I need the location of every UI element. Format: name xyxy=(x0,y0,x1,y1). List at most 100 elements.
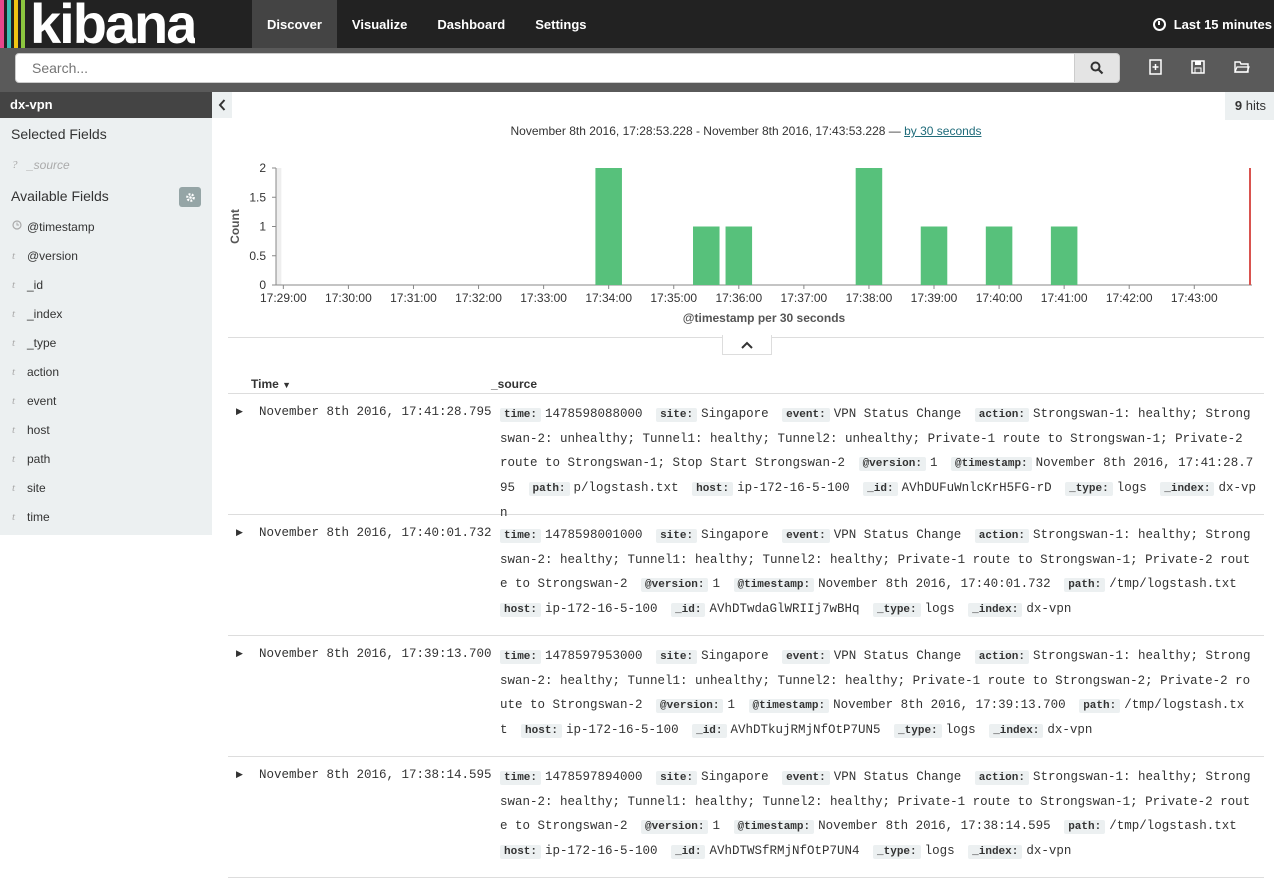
field-index[interactable]: t _index xyxy=(0,300,212,329)
source-field-value: /tmp/logstash.txt xyxy=(500,698,1245,737)
source-field-value: November 8th 2016, 17:38:14.595 xyxy=(818,819,1051,833)
expand-row-icon[interactable]: ▶ xyxy=(236,648,243,658)
histogram-chart[interactable]: 0 0.5 1 1.5 2 Count 17:29:00 17:30:00 17:31:00 17… xyxy=(228,152,1268,332)
source-field-key: time: xyxy=(500,650,542,664)
index-pattern-name[interactable]: dx-vpn xyxy=(0,92,212,118)
chevron-left-icon xyxy=(218,99,226,111)
logo-stripe xyxy=(21,0,25,48)
sort-desc-icon: ▼ xyxy=(282,380,292,390)
source-field-value: ip-172-16-5-100 xyxy=(545,602,658,616)
string-type-icon: t xyxy=(12,337,16,349)
string-type-icon: t xyxy=(12,424,16,436)
field-action[interactable]: t action xyxy=(0,358,212,387)
field-type[interactable]: t _type xyxy=(0,329,212,358)
histogram-bar xyxy=(920,226,948,285)
row-timestamp: November 8th 2016, 17:39:13.700 xyxy=(259,647,492,661)
x-tick-label: 17:43:00 xyxy=(1171,291,1218,305)
y-axis-label: Count xyxy=(228,209,242,244)
field-name: site xyxy=(27,481,46,495)
source-field-value: Singapore xyxy=(701,770,769,784)
source-field-key: _index: xyxy=(989,724,1044,738)
source-field-key: path: xyxy=(528,482,570,496)
time-column-header[interactable]: Time ▼ xyxy=(251,377,291,391)
field-name: path xyxy=(27,452,51,466)
field-id[interactable]: t _id xyxy=(0,271,212,300)
source-field-key: _id: xyxy=(692,724,727,738)
string-type-icon: t xyxy=(12,511,16,523)
search-input[interactable] xyxy=(15,53,1075,83)
field-event[interactable]: t event xyxy=(0,387,212,416)
field-settings-button[interactable] xyxy=(179,187,201,207)
source-field-value: 1478598001000 xyxy=(545,528,643,542)
source-field-key: _type: xyxy=(1065,482,1113,496)
source-field-key: action: xyxy=(974,771,1029,785)
main-nav: Discover Visualize Dashboard Settings xyxy=(252,0,602,48)
y-tick-label: 1.5 xyxy=(249,190,266,204)
source-field-value: VPN Status Change xyxy=(833,649,962,663)
source-field-value: Singapore xyxy=(701,528,769,542)
search-bar xyxy=(0,48,1274,92)
source-field-key: host: xyxy=(500,603,542,617)
field-version[interactable]: t @version xyxy=(0,242,212,271)
sidebar-collapse-button[interactable] xyxy=(212,92,232,118)
partial-bucket-shade xyxy=(276,168,282,285)
x-tick-label: 17:42:00 xyxy=(1106,291,1153,305)
source-field-value: November 8th 2016, 17:40:01.732 xyxy=(818,577,1051,591)
kibana-logo[interactable]: kibana xyxy=(0,0,195,48)
row-source: time: 1478598088000 site: Singapore event:… xyxy=(500,402,1256,525)
source-field-key: event: xyxy=(782,529,830,543)
open-icon[interactable] xyxy=(1234,59,1250,75)
x-axis-label: @timestamp per 30 seconds xyxy=(683,311,846,325)
field-source[interactable]: ? _source xyxy=(0,151,212,180)
field-name: _index xyxy=(27,307,63,321)
row-timestamp: November 8th 2016, 17:41:28.795 xyxy=(259,405,492,419)
histogram-bar xyxy=(855,168,883,285)
histogram-bar xyxy=(595,168,622,285)
selected-fields-list: ? _source xyxy=(0,151,212,180)
expand-row-icon[interactable]: ▶ xyxy=(236,769,243,779)
histogram-bar xyxy=(725,226,753,285)
histogram-bar xyxy=(1050,226,1078,285)
field-host[interactable]: t host xyxy=(0,416,212,445)
source-field-key: @version: xyxy=(656,699,724,713)
save-icon[interactable] xyxy=(1190,59,1206,75)
source-field-key: event: xyxy=(782,771,830,785)
source-field-value: VPN Status Change xyxy=(833,407,962,421)
interval-link[interactable]: by 30 seconds xyxy=(904,124,982,138)
source-field-key: _id: xyxy=(671,845,706,859)
source-field-value: Strongswan-1: healthy; Strongswan-2: unh… xyxy=(500,407,1251,470)
chart-collapse-button[interactable] xyxy=(722,335,772,355)
source-field-value: dx-vpn xyxy=(500,481,1256,520)
source-field-key: @timestamp: xyxy=(951,457,1032,471)
x-tick-label: 17:36:00 xyxy=(715,291,762,305)
new-search-icon[interactable] xyxy=(1148,59,1164,75)
field-timestamp[interactable]: @timestamp xyxy=(0,213,212,242)
available-fields-label: Available Fields xyxy=(11,188,109,204)
search-button[interactable] xyxy=(1074,53,1120,83)
expand-row-icon[interactable]: ▶ xyxy=(236,527,243,537)
table-row: ▶ November 8th 2016, 17:41:28.795 time: 147… xyxy=(228,394,1264,520)
string-type-icon: t xyxy=(12,366,16,378)
nav-tab-dashboard[interactable]: Dashboard xyxy=(437,17,506,32)
source-field-key: _type: xyxy=(873,603,921,617)
string-type-icon: t xyxy=(12,453,16,465)
time-picker[interactable]: Last 15 minutes xyxy=(1152,0,1274,48)
source-field-value: logs xyxy=(924,602,955,616)
field-path[interactable]: t path xyxy=(0,445,212,474)
field-site[interactable]: t site xyxy=(0,474,212,503)
source-field-key: action: xyxy=(974,650,1029,664)
source-field-value: ip-172-16-5-100 xyxy=(737,481,850,495)
nav-tab-settings[interactable]: Settings xyxy=(535,17,587,32)
expand-row-icon[interactable]: ▶ xyxy=(236,406,243,416)
logo-stripe xyxy=(14,0,18,48)
table-row: ▶ November 8th 2016, 17:39:13.700 time: 147… xyxy=(228,636,1264,757)
x-tick-label: 17:32:00 xyxy=(455,291,502,305)
nav-tab-discover[interactable]: Discover xyxy=(252,0,337,48)
clock-icon xyxy=(12,213,27,242)
source-field-key: @version: xyxy=(858,457,926,471)
source-field-key: time: xyxy=(500,771,542,785)
x-tick-label: 17:33:00 xyxy=(520,291,567,305)
field-time[interactable]: t time xyxy=(0,503,212,532)
source-field-value: /tmp/logstash.txt xyxy=(1109,819,1237,833)
nav-tab-visualize[interactable]: Visualize xyxy=(351,17,408,32)
